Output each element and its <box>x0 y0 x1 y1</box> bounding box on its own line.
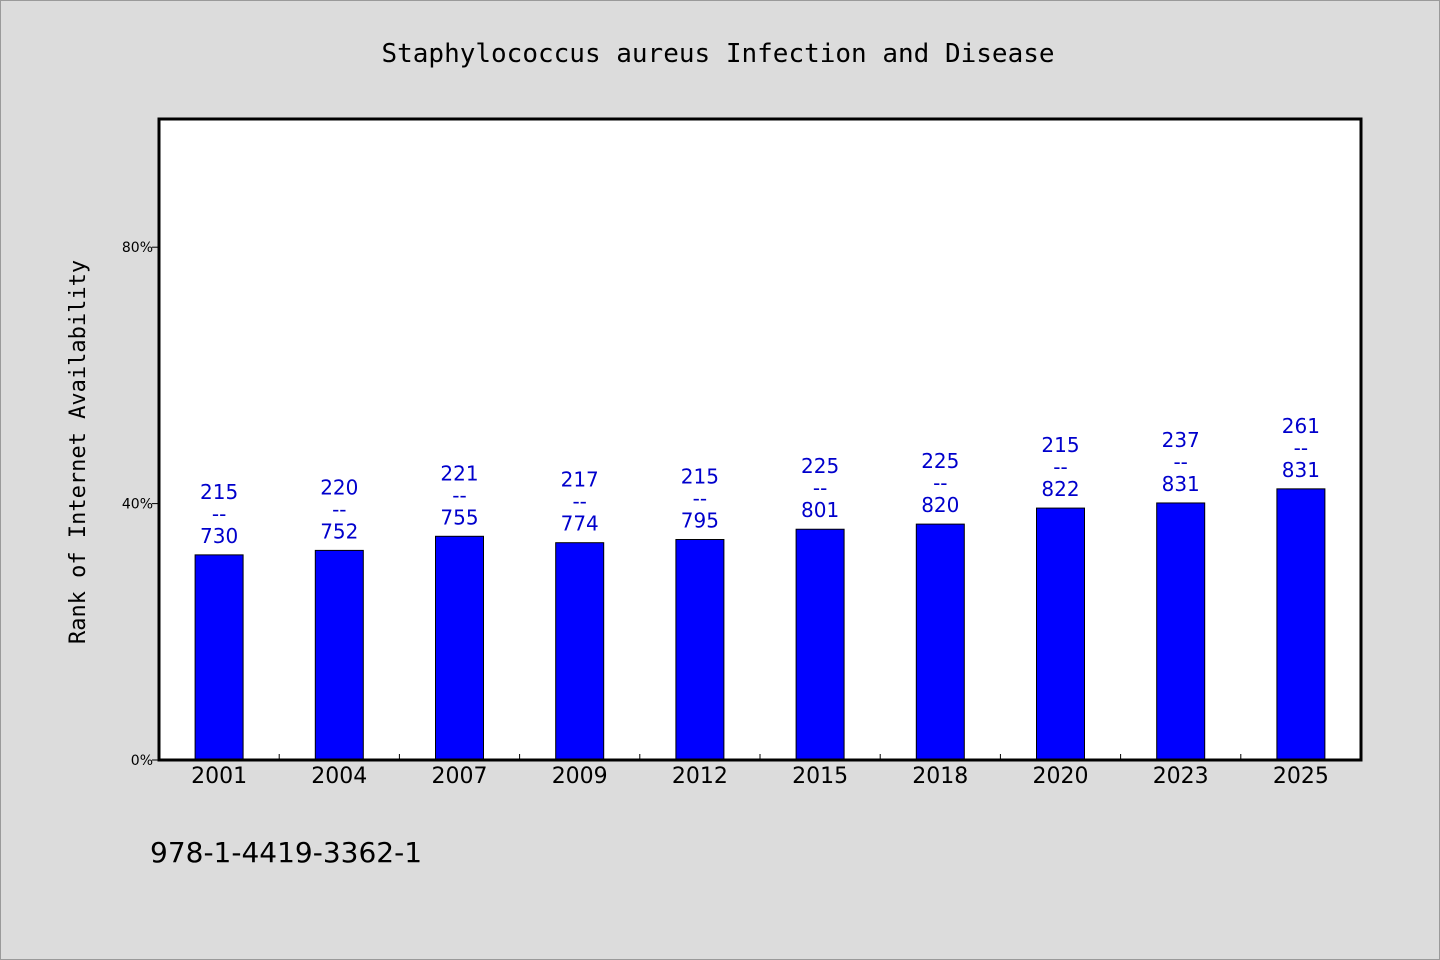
data-label-2018-line-0: 225 <box>921 449 959 473</box>
data-label-2023-line-2: 831 <box>1162 472 1200 496</box>
data-label-2015-line-2: 801 <box>801 498 839 522</box>
chart-title: Staphylococcus aureus Infection and Dise… <box>381 39 1054 69</box>
data-label-2020-line-0: 215 <box>1041 433 1079 457</box>
data-label-2018-line-1: -- <box>933 471 947 495</box>
data-label-2025-line-2: 831 <box>1282 458 1320 482</box>
data-label-2023-line-0: 237 <box>1162 428 1200 452</box>
bar-2009 <box>555 542 605 761</box>
data-label-2012-line-1: -- <box>693 486 707 510</box>
bar-2007 <box>435 535 484 761</box>
data-labels-layer: 215--730220--752221--755217--774215--795… <box>200 414 1320 548</box>
data-label-2009-line-0: 217 <box>561 468 599 492</box>
data-label-2012-line-2: 795 <box>681 508 719 532</box>
y-tick-label-0: 0% <box>131 753 153 769</box>
x-tick-label-2004: 2004 <box>311 764 367 789</box>
bar-2018 <box>915 523 965 761</box>
data-label-2018-line-2: 820 <box>921 493 959 517</box>
data-label-2020-line-2: 822 <box>1041 477 1079 501</box>
y-tick-label-40: 40% <box>122 497 153 513</box>
data-label-2004-line-1: -- <box>332 497 346 521</box>
x-tick-label-2018: 2018 <box>912 764 968 789</box>
x-tick-label-2023: 2023 <box>1153 764 1209 789</box>
data-label-2015-line-1: -- <box>813 476 827 500</box>
x-tick-label-2007: 2007 <box>432 764 488 789</box>
data-label-2012-line-0: 215 <box>681 464 719 488</box>
bar-2004 <box>314 549 364 761</box>
bar-2025 <box>1276 488 1326 761</box>
data-label-2007-line-0: 221 <box>440 461 478 485</box>
bar-2015 <box>795 528 845 761</box>
axis-ticks-layer: 2001 2004 2007 2009 2012 2015 2018 2020 2023 2025… <box>122 240 1329 789</box>
bar-2020 <box>1036 507 1085 761</box>
bar-2023 <box>1156 502 1206 761</box>
x-tick-label-2009: 2009 <box>552 764 608 789</box>
data-label-2001-line-1: -- <box>212 502 226 526</box>
bar-2001 <box>194 554 244 761</box>
data-label-2007-line-2: 755 <box>440 505 478 529</box>
x-tick-label-2001: 2001 <box>191 764 247 789</box>
footer-isbn: 978-1-4419-3362-1 <box>150 836 422 869</box>
x-tick-label-2025: 2025 <box>1273 764 1329 789</box>
data-label-2023-line-1: -- <box>1173 450 1187 474</box>
data-label-2004-line-2: 752 <box>320 519 358 543</box>
bars-layer <box>194 488 1326 761</box>
data-label-2009-line-1: -- <box>572 490 586 514</box>
data-label-2015-line-0: 225 <box>801 454 839 478</box>
y-tick-label-80: 80% <box>122 240 153 256</box>
data-label-2025-line-0: 261 <box>1282 414 1320 438</box>
data-label-2020-line-1: -- <box>1053 455 1067 479</box>
x-tick-label-2015: 2015 <box>792 764 848 789</box>
y-axis-label: Rank of Internet Availability <box>66 260 91 644</box>
data-label-2004-line-0: 220 <box>320 475 358 499</box>
plot-border <box>157 117 1363 762</box>
data-label-2007-line-1: -- <box>452 483 466 507</box>
data-label-2001-line-0: 215 <box>200 480 238 504</box>
data-label-2009-line-2: 774 <box>561 512 599 536</box>
data-label-2025-line-1: -- <box>1294 436 1308 460</box>
data-label-2001-line-2: 730 <box>200 524 238 548</box>
x-tick-label-2020: 2020 <box>1033 764 1089 789</box>
bar-2012 <box>675 538 725 761</box>
x-tick-label-2012: 2012 <box>672 764 728 789</box>
